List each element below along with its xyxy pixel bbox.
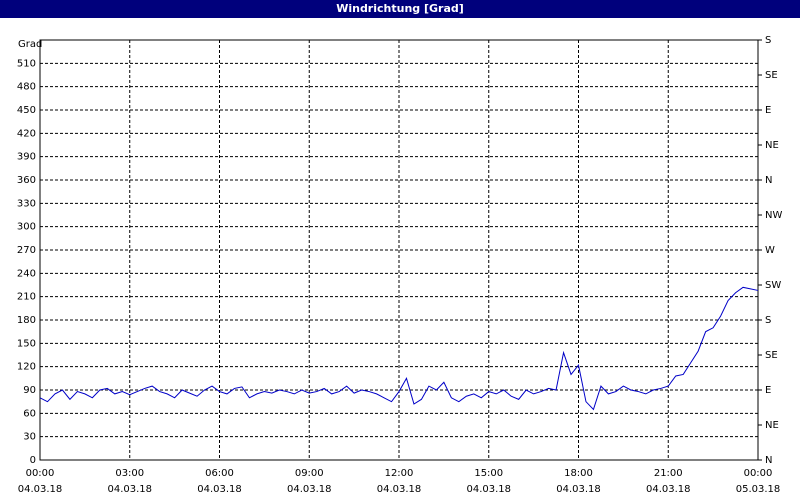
- x-tick-label: 00:00: [744, 468, 773, 479]
- x-tick-label: 06:00: [205, 468, 234, 479]
- y2-tick-label: S: [765, 315, 771, 326]
- y-tick-label: 30: [23, 432, 36, 443]
- x-tick-label: 18:00: [564, 468, 593, 479]
- y-tick-label: 480: [17, 82, 36, 93]
- y-tick-label: 240: [17, 268, 36, 279]
- y-tick-label: 210: [17, 292, 36, 303]
- x-tick-date: 04.03.18: [107, 484, 152, 495]
- y-tick-label: 120: [17, 362, 36, 373]
- y-tick-label: 60: [23, 408, 36, 419]
- y2-tick-label: SE: [765, 350, 778, 361]
- x-tick-date: 04.03.18: [287, 484, 332, 495]
- y2-tick-label: S: [765, 35, 771, 46]
- y-tick-label: 0: [30, 455, 36, 466]
- x-tick-label: 00:00: [26, 468, 55, 479]
- plot-border: [39, 39, 759, 461]
- x-tick-label: 09:00: [295, 468, 324, 479]
- y2-tick-label: N: [765, 455, 772, 466]
- title-bar: [0, 0, 800, 18]
- y2-tick-label: SE: [765, 70, 778, 81]
- y-tick-label: 450: [17, 105, 36, 116]
- x-tick-label: 03:00: [115, 468, 144, 479]
- x-tick-label: 12:00: [385, 468, 414, 479]
- x-tick-date: 05.03.18: [736, 484, 781, 495]
- x-tick-date: 04.03.18: [466, 484, 511, 495]
- x-tick-date: 04.03.18: [646, 484, 691, 495]
- x-tick-date: 04.03.18: [556, 484, 601, 495]
- y-tick-label: 360: [17, 175, 36, 186]
- y2-tick-label: E: [765, 385, 771, 396]
- y2-tick-label: SW: [765, 280, 781, 291]
- y2-tick-label: E: [765, 105, 771, 116]
- x-tick-label: 21:00: [654, 468, 683, 479]
- y2-tick-label: N: [765, 175, 772, 186]
- y2-tick-label: NW: [765, 210, 782, 221]
- y-tick-label: 90: [23, 385, 36, 396]
- data-line: [39, 286, 759, 411]
- x-tick-date: 04.03.18: [18, 484, 63, 495]
- y2-tick-label: NE: [765, 140, 779, 151]
- y-tick-label: 180: [17, 315, 36, 326]
- y-tick-label: 510: [17, 58, 36, 69]
- y-tick-label: 420: [17, 128, 36, 139]
- y2-tick-label: NE: [765, 420, 779, 431]
- x-tick-date: 04.03.18: [197, 484, 242, 495]
- y2-tick-label: W: [765, 245, 775, 256]
- y-tick-label: 150: [17, 338, 36, 349]
- y-tick-label: 270: [17, 245, 36, 256]
- chart-title: Windrichtung [Grad]: [336, 2, 464, 15]
- x-tick-date: 04.03.18: [377, 484, 422, 495]
- y-tick-label: 300: [17, 222, 36, 233]
- y-tick-label: 390: [17, 152, 36, 163]
- x-tick-label: 15:00: [474, 468, 503, 479]
- y-axis-label: Grad: [18, 39, 42, 50]
- y-tick-label: 330: [17, 198, 36, 209]
